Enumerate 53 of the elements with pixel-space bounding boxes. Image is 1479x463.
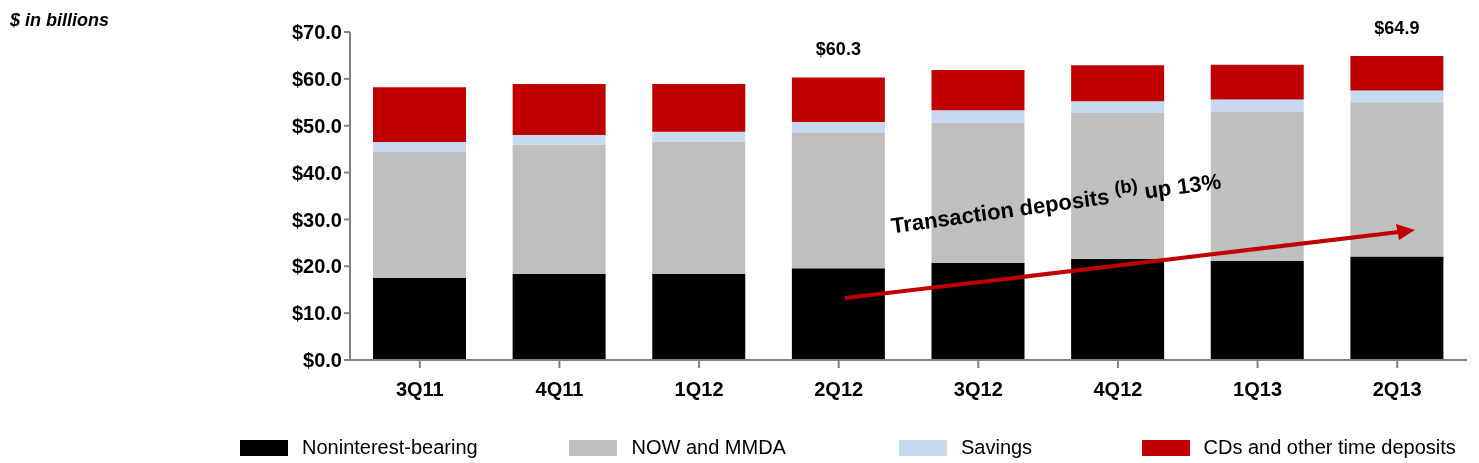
total-label: $64.9: [1374, 17, 1420, 38]
legend-label: Savings: [960, 436, 1033, 459]
bar: [1350, 102, 1444, 257]
text: $ in billions: [10, 10, 110, 31]
bar: [931, 110, 1025, 123]
x-tick-label: 3Q12: [953, 378, 1003, 401]
bar: [512, 273, 606, 360]
x-tick-label: 1Q12: [674, 378, 724, 401]
annotation: Transaction deposits $^{(b)}$ up 13%: [888, 167, 1223, 240]
bar: [373, 278, 466, 360]
bar: [1350, 55, 1444, 91]
bar: [1210, 64, 1304, 100]
bar: [652, 84, 746, 132]
bar: [1210, 99, 1304, 112]
bar: [1071, 101, 1165, 114]
y-tick-label: $70.0: [291, 21, 342, 44]
bar: [373, 151, 466, 278]
bar: [1210, 260, 1304, 360]
bar: [931, 69, 1025, 111]
y-tick-label: $20.0: [291, 255, 342, 278]
y-tick-label: $10.0: [291, 302, 342, 325]
bar: [1350, 256, 1444, 360]
x-tick-label: 1Q13: [1233, 378, 1283, 401]
bar: [791, 77, 885, 122]
x-tick-label: 4Q11: [535, 378, 584, 401]
bar: [373, 142, 466, 152]
bar: [1350, 90, 1444, 103]
bar: [652, 141, 746, 274]
bar: [1071, 65, 1165, 102]
bar: [652, 131, 746, 142]
bar: [373, 87, 466, 143]
y-tick-label: $50.0: [291, 114, 342, 137]
bar: [512, 135, 606, 145]
bar: [652, 273, 746, 360]
bar: [791, 121, 885, 133]
bar: [512, 84, 606, 136]
y-tick-label: $60.0: [291, 67, 342, 90]
legend-label: NOW and MMDA: [631, 436, 786, 459]
x-tick-label: 3Q11: [395, 378, 444, 401]
legend-label: Noninterest-bearing: [302, 436, 478, 459]
legend-label: CDs and other time deposits: [1203, 436, 1456, 459]
y-tick-label: $30.0: [291, 208, 342, 231]
y-tick-label: $0.0: [303, 349, 342, 372]
x-tick-label: 4Q12: [1093, 378, 1143, 401]
total-label: $60.3: [815, 39, 861, 60]
bar: [791, 268, 885, 360]
bar: [931, 263, 1025, 360]
bar: [1071, 258, 1165, 360]
x-tick-label: 2Q13: [1372, 378, 1422, 401]
x-tick-label: 2Q12: [814, 378, 864, 401]
y-tick-label: $40.0: [291, 161, 342, 184]
bar: [791, 132, 885, 269]
bar: [512, 144, 606, 274]
